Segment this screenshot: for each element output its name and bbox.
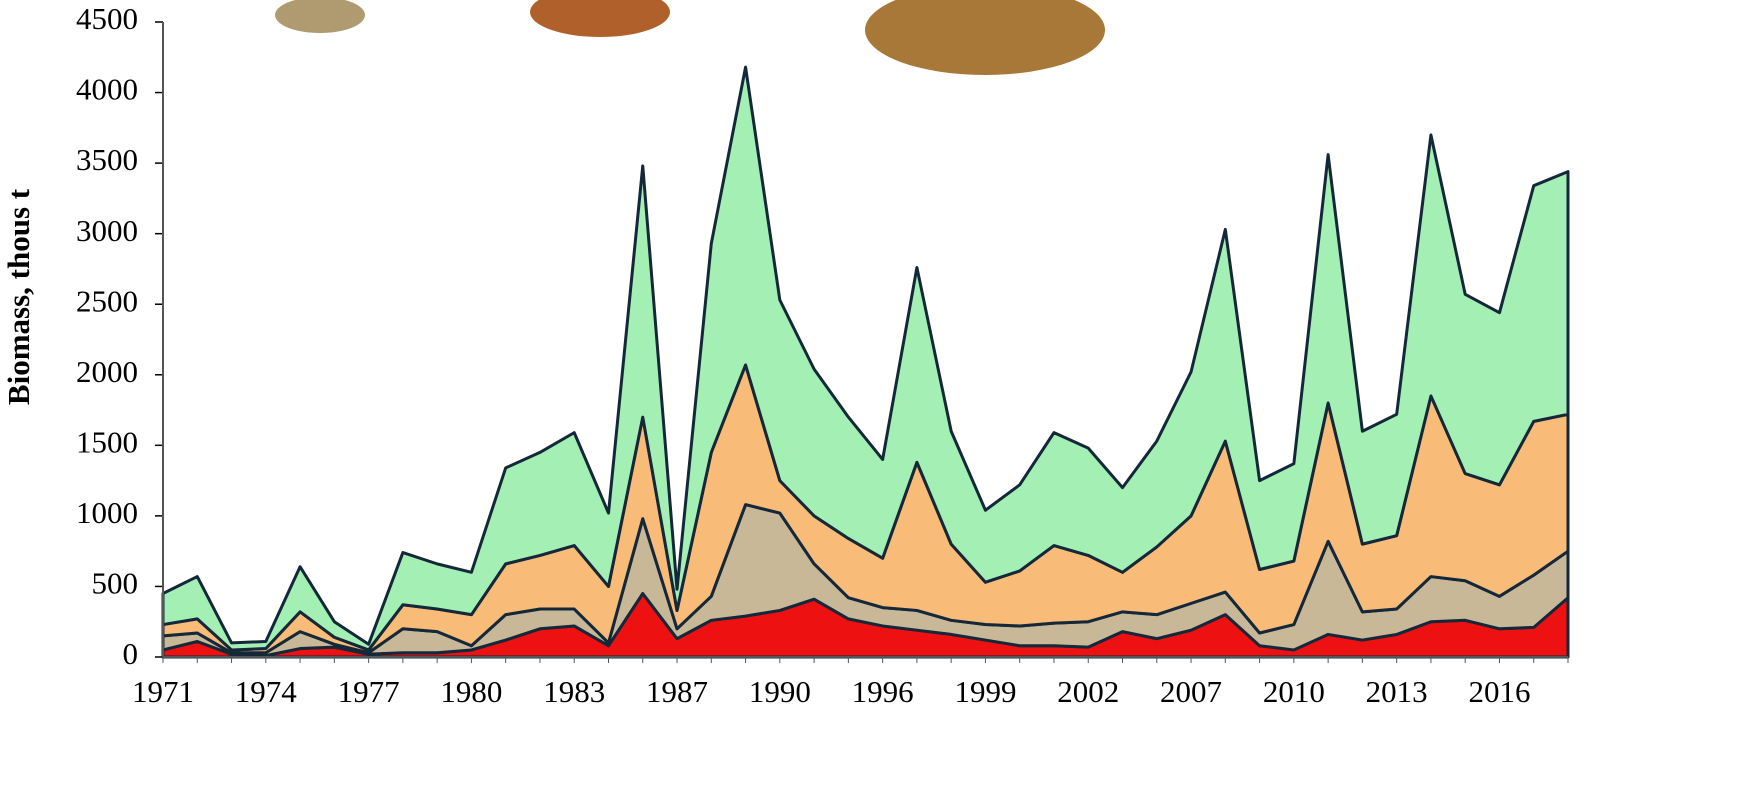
area (161, 65, 1570, 652)
x-tick-label: 2002 (1057, 674, 1119, 709)
x-tick-label: 2013 (1366, 674, 1428, 709)
y-tick-label: 4500 (76, 1, 138, 36)
x-tick-label: 2007 (1160, 674, 1222, 709)
x-tick-label: 1974 (235, 674, 298, 709)
x-tick-label: 1977 (338, 674, 400, 709)
x-tick-label: 1996 (852, 674, 914, 709)
y-tick-label: 4000 (76, 72, 138, 107)
y-axis-title: Biomass, thous t (1, 188, 36, 405)
y-tick-label: 0 (123, 636, 139, 671)
y-tick-label: 3000 (76, 213, 138, 248)
x-tick-label: 2016 (1468, 674, 1530, 709)
decorations (275, 0, 1105, 75)
fish-icon (865, 0, 1105, 75)
x-tick-label: 1990 (749, 674, 811, 709)
x-tick-label: 1999 (954, 674, 1016, 709)
y-tick-label: 2000 (76, 354, 138, 389)
x-tick-label: 1983 (543, 674, 605, 709)
x-tick-label: 1987 (646, 674, 708, 709)
x-tick-label: 1971 (132, 674, 194, 709)
y-tick-label: 500 (92, 566, 139, 601)
y-tick-label: 2500 (76, 283, 138, 318)
x-tick-label: 2010 (1263, 674, 1325, 709)
fish-icon (275, 0, 365, 33)
y-tick-label: 1000 (76, 495, 138, 530)
x-tick-label: 1980 (440, 674, 502, 709)
fish-icon (530, 0, 670, 37)
y-tick-label: 1500 (76, 424, 138, 459)
y-tick-label: 3500 (76, 142, 138, 177)
